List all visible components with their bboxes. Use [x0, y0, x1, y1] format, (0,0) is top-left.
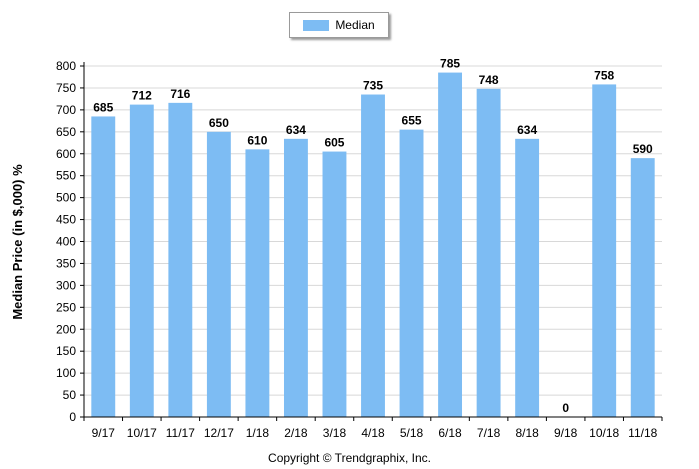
y-tick-label: 600	[56, 147, 76, 161]
y-tick-label: 200	[56, 322, 76, 336]
x-tick-label: 6/18	[438, 426, 462, 440]
x-tick-label: 10/18	[589, 426, 619, 440]
data-label: 716	[170, 87, 190, 101]
y-tick-label: 500	[56, 191, 76, 205]
data-label: 748	[479, 73, 499, 87]
bar	[129, 104, 154, 418]
y-tick-label: 800	[56, 59, 76, 73]
data-label: 634	[286, 123, 306, 137]
bar	[168, 102, 193, 417]
x-axis-ticks: 9/17 10/17 11/17 12/17 1/18 2/18 3/18 4/18 5/18 6…	[83, 417, 663, 440]
y-tick-label: 250	[56, 300, 76, 314]
y-tick-label: 150	[56, 344, 76, 358]
y-tick-label: 550	[56, 169, 76, 183]
y-tick-label: 100	[56, 366, 76, 380]
data-label: 0	[562, 401, 569, 415]
legend-swatch	[303, 19, 330, 31]
data-label: 735	[363, 79, 383, 93]
data-label: 758	[594, 68, 614, 82]
data-label: 685	[93, 100, 113, 114]
x-tick-label: 2/18	[284, 426, 308, 440]
bars	[91, 72, 655, 418]
y-tick-label: 700	[56, 103, 76, 117]
y-axis-title: Median Price (in $,000) %	[10, 164, 25, 320]
y-tick-label: 750	[56, 81, 76, 95]
data-label: 590	[633, 142, 653, 156]
copyright-text: Copyright © Trendgraphix, Inc.	[268, 451, 431, 465]
bar	[322, 151, 347, 417]
bar	[399, 129, 424, 417]
bar	[206, 131, 231, 417]
data-label: 655	[402, 114, 422, 128]
x-tick-label: 9/17	[92, 426, 116, 440]
data-label: 650	[209, 116, 229, 130]
y-tick-label: 50	[63, 388, 77, 402]
x-tick-label: 11/17	[166, 426, 195, 440]
y-tick-label: 400	[56, 235, 76, 249]
y-tick-label: 650	[56, 125, 76, 139]
bar	[630, 158, 655, 417]
data-label: 605	[324, 136, 344, 150]
x-tick-label: 7/18	[477, 426, 501, 440]
y-tick-label: 0	[69, 410, 76, 424]
bar	[245, 149, 270, 418]
bar	[361, 94, 385, 418]
bar	[592, 84, 617, 418]
data-label: 785	[440, 57, 460, 71]
data-label: 712	[132, 89, 152, 103]
x-tick-label: 12/17	[204, 426, 234, 440]
data-labels: 685 712 716 650 610 634 605 735 655 785 748 634 0 758…	[93, 57, 653, 415]
x-tick-label: 11/18	[628, 426, 657, 440]
x-tick-label: 3/18	[323, 426, 347, 440]
x-tick-label: 8/18	[515, 426, 539, 440]
y-tick-label: 350	[56, 256, 76, 270]
legend: Median	[289, 12, 389, 38]
y-axis-ticks: 0 50 100 150 200 250 300 350 400 450 500 550 600 650 7…	[56, 59, 84, 424]
x-tick-label: 4/18	[361, 426, 385, 440]
x-tick-label: 10/17	[127, 426, 157, 440]
legend-label: Median	[335, 18, 375, 32]
data-label: 610	[247, 133, 267, 147]
bar	[91, 116, 116, 418]
bar	[283, 138, 308, 417]
x-tick-label: 5/18	[400, 426, 424, 440]
x-tick-label: 1/18	[246, 426, 270, 440]
bar	[515, 138, 540, 417]
data-label: 634	[517, 123, 537, 137]
bar	[438, 72, 463, 418]
y-tick-label: 300	[56, 278, 76, 292]
x-tick-label: 9/18	[554, 426, 578, 440]
y-tick-label: 450	[56, 213, 76, 227]
bar	[476, 88, 501, 417]
